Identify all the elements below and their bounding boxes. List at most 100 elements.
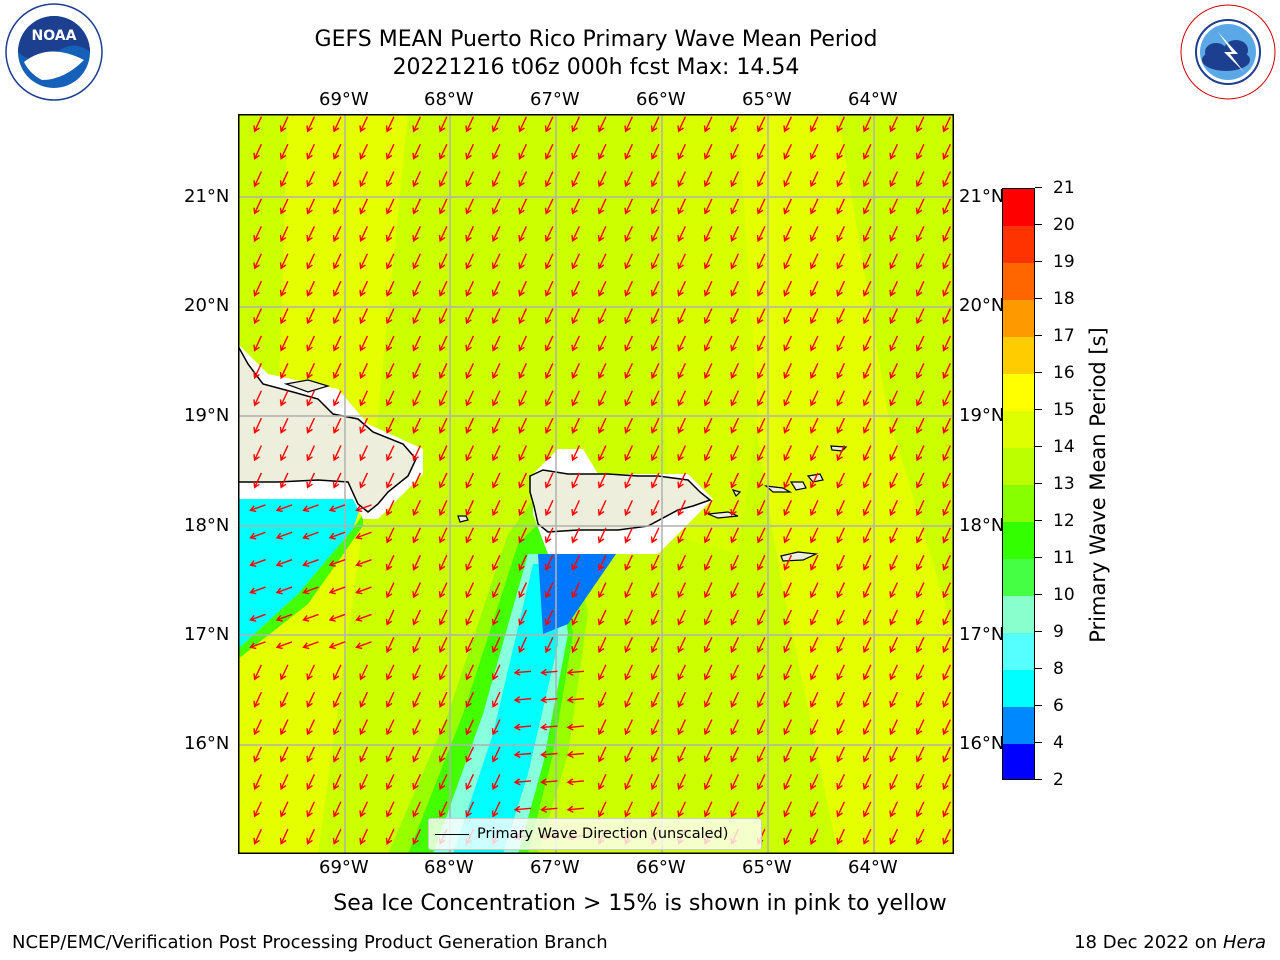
wave-arrow	[385, 664, 395, 681]
wave-arrow	[730, 417, 740, 434]
wave-arrow	[544, 363, 554, 380]
wave-arrow	[942, 226, 952, 243]
wave-arrow	[862, 746, 872, 763]
colorbar-tick-mark	[1035, 520, 1042, 522]
wave-arrow	[915, 280, 925, 297]
wave-arrow	[677, 390, 687, 407]
colorbar-segment	[1003, 374, 1034, 412]
colorbar-tick-label: 13	[1053, 474, 1075, 494]
wave-arrow	[730, 527, 740, 544]
wave-arrow	[730, 637, 740, 654]
wave-arrow	[915, 308, 925, 325]
colorbar-segment	[1003, 559, 1034, 597]
wave-arrow	[809, 637, 819, 654]
lat-label-left: 16°N	[184, 733, 230, 754]
land-tortuga	[283, 379, 331, 393]
wave-arrow	[677, 280, 687, 297]
wave-arrow	[465, 527, 475, 544]
wave-arrow	[677, 774, 687, 791]
wave-arrow	[465, 582, 475, 599]
wave-arrow	[730, 554, 740, 571]
wave-arrow	[359, 445, 369, 462]
wave-arrow	[359, 664, 369, 681]
wave-arrow	[942, 828, 952, 845]
wave-arrow	[703, 500, 713, 517]
wave-arrow	[355, 641, 372, 650]
lat-label-left: 18°N	[184, 515, 230, 536]
wave-arrow	[809, 280, 819, 297]
wave-arrow	[279, 719, 289, 736]
lat-label-right: 21°N	[959, 186, 1005, 207]
wave-arrow	[465, 308, 475, 325]
wave-arrow	[624, 363, 634, 380]
wave-arrow	[412, 116, 422, 133]
wave-arrow	[677, 198, 687, 215]
wave-arrow	[249, 531, 266, 540]
wave-arrow	[650, 801, 660, 818]
wave-arrow	[279, 417, 289, 434]
colorbar-tick-mark	[1035, 631, 1042, 633]
wave-arrow	[942, 335, 952, 352]
wave-arrow	[889, 390, 899, 407]
wave-arrow	[624, 390, 634, 407]
wave-arrow	[650, 143, 660, 160]
wave-arrow	[889, 116, 899, 133]
period-band-6-8	[453, 564, 558, 854]
wave-arrow	[566, 750, 585, 759]
wave-arrow	[783, 637, 793, 654]
wave-arrow	[302, 586, 319, 595]
wave-arrow	[438, 472, 448, 489]
wave-arrow	[703, 554, 713, 571]
wave-arrow	[412, 774, 422, 791]
wave-arrow	[571, 363, 581, 380]
wave-arrow	[624, 143, 634, 160]
wave-arrow	[491, 335, 501, 352]
wave-arrow	[597, 390, 607, 407]
wave-arrow	[359, 417, 369, 434]
colorbar-tick-mark	[1035, 779, 1042, 781]
wave-arrow	[332, 472, 342, 489]
wave-arrow	[783, 198, 793, 215]
wave-arrow	[624, 609, 634, 626]
wave-arrow	[253, 253, 263, 270]
wave-arrow	[650, 280, 660, 297]
lat-label-right: 20°N	[959, 295, 1005, 316]
wave-arrow	[942, 363, 952, 380]
wave-arrow	[566, 668, 585, 676]
wave-arrow	[438, 801, 448, 818]
wave-arrow	[942, 171, 952, 188]
wave-arrow	[571, 198, 581, 215]
wave-arrow	[730, 253, 740, 270]
wave-arrow	[544, 527, 554, 544]
wave-arrow	[465, 363, 475, 380]
wave-arrow	[836, 472, 846, 489]
wave-arrow	[597, 527, 607, 544]
wave-arrow	[915, 445, 925, 462]
wave-arrow	[253, 226, 263, 243]
wave-arrow	[942, 445, 952, 462]
wave-arrow	[677, 363, 687, 380]
colorbar-segment	[1003, 707, 1034, 745]
wave-arrow	[915, 828, 925, 845]
wave-arrow	[915, 226, 925, 243]
colorbar-tick-label: 20	[1053, 215, 1075, 235]
wave-arrow	[915, 746, 925, 763]
wave-arrow	[332, 664, 342, 681]
wave-arrow	[809, 335, 819, 352]
colorbar-tick-label: 16	[1053, 363, 1075, 383]
wave-arrow	[889, 171, 899, 188]
wave-arrow	[438, 390, 448, 407]
wave-arrow	[703, 253, 713, 270]
wave-arrow	[889, 828, 899, 845]
wave-arrow	[756, 609, 766, 626]
wave-arrow	[650, 500, 660, 517]
sea-ice-note: Sea Ice Concentration > 15% is shown in …	[333, 891, 947, 916]
wave-arrow	[756, 143, 766, 160]
wave-arrow	[942, 472, 952, 489]
wave-arrow	[306, 390, 316, 407]
wave-arrow	[253, 801, 263, 818]
wave-arrow	[915, 582, 925, 599]
wave-arrow	[359, 691, 369, 708]
wave-arrow	[650, 335, 660, 352]
wave-arrow	[465, 691, 475, 708]
